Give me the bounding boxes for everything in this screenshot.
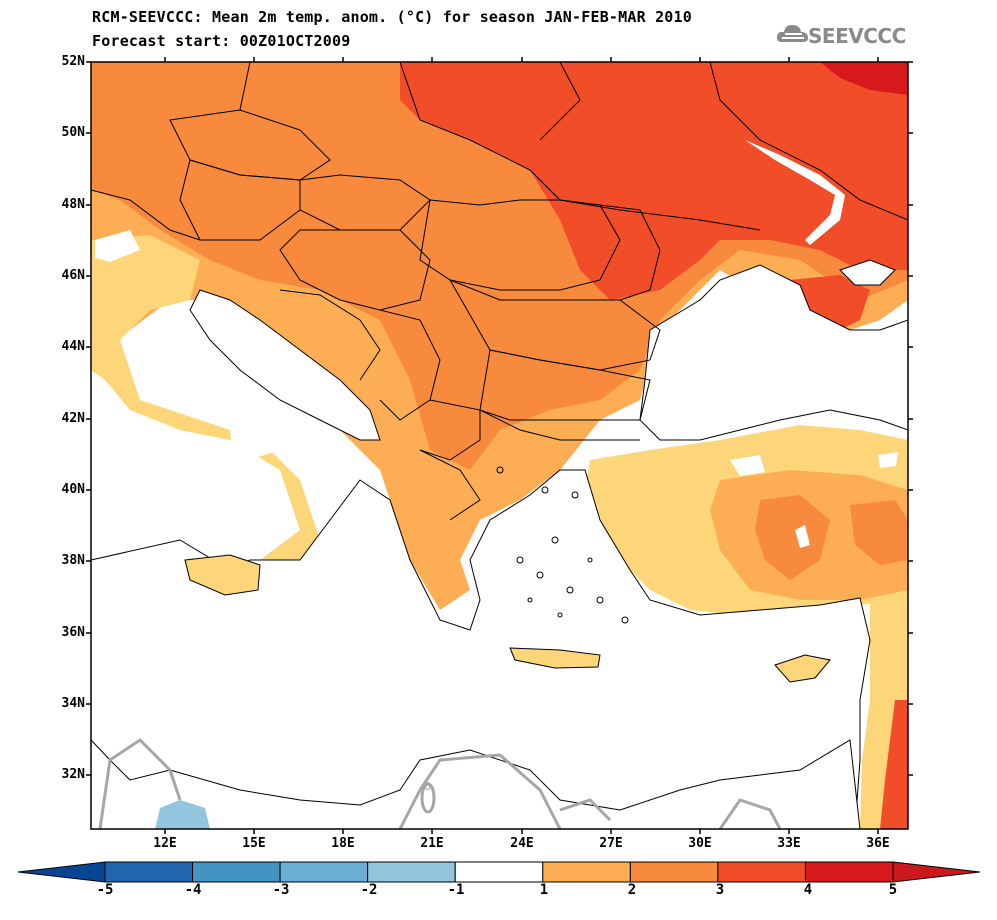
anomaly-region-4-5 [400, 62, 908, 300]
colorbar-segment [192, 861, 281, 883]
colorbar-segment [804, 861, 894, 883]
lat-label: 44N [61, 339, 85, 354]
country-borders [91, 62, 908, 521]
colorbar-segment [629, 861, 719, 883]
north-africa [91, 739, 861, 829]
forecast-start-label: Forecast start: 00Z01OCT2009 [92, 32, 351, 50]
logo-text: SEEVCCC [808, 24, 906, 48]
map-title: RCM-SEEVCCC: Mean 2m temp. anom. (°C) fo… [92, 8, 692, 26]
anomaly-white-patch [138, 368, 158, 384]
lon-label: 15E [242, 836, 266, 851]
anomaly-white-patch [230, 428, 280, 458]
anomaly-fill [91, 62, 908, 829]
colorbar-label: 3 [715, 882, 725, 898]
lat-label: 34N [61, 696, 85, 711]
lon-label: 27E [599, 836, 623, 851]
sicily [184, 554, 261, 596]
colorbar-label: -5 [96, 882, 114, 898]
colorbar-label: -3 [272, 882, 290, 898]
colorbar-segment [367, 861, 456, 883]
lat-ticks [86, 61, 913, 776]
lon-label: 21E [420, 836, 444, 851]
cloud-icon [776, 25, 808, 42]
anomaly-white-patch [185, 390, 210, 412]
adriatic-sea [189, 289, 381, 441]
colorbar-label: 1 [539, 882, 549, 898]
lat-label: 52N [61, 54, 85, 69]
colorbar-over-arrow [892, 861, 981, 883]
anomaly-region-turkey-3-4 [755, 495, 830, 580]
anomaly-white-patch [95, 230, 140, 262]
lat-label: 50N [61, 125, 85, 140]
colorbar-segment [717, 861, 806, 883]
lon-ticks [164, 57, 879, 834]
cyprus [774, 654, 831, 683]
anomaly-region-gt5 [820, 62, 908, 95]
lat-label: 42N [61, 411, 85, 426]
colorbar-label: 4 [803, 882, 813, 898]
lon-label: 18E [331, 836, 355, 851]
anomaly-white-patch [730, 455, 765, 476]
colorbar-segment [542, 861, 631, 883]
anomaly-white-patch [878, 452, 898, 468]
greek-islands [496, 466, 629, 624]
contour-label: 0 [424, 780, 431, 793]
colorbar-segment [104, 861, 194, 883]
lat-label: 48N [61, 197, 85, 212]
colorbar-label: -4 [184, 882, 202, 898]
zero-contours [98, 738, 782, 829]
crete [509, 647, 601, 669]
colorbar-label: -1 [447, 882, 465, 898]
colorbar-label: 5 [888, 882, 898, 898]
lon-label: 30E [688, 836, 712, 851]
lon-label: 36E [866, 836, 890, 851]
lat-label: 36N [61, 625, 85, 640]
lat-label: 46N [61, 268, 85, 283]
seevccc-logo: SEEVCCC [776, 20, 916, 60]
sea-of-azov [839, 259, 896, 286]
anomaly-white-patch [795, 525, 810, 548]
map-frame [90, 61, 909, 830]
africa-cool [155, 800, 210, 829]
mediterranean-sea [91, 469, 871, 829]
lat-label: 38N [61, 553, 85, 568]
colorbar-segment [279, 861, 369, 883]
colorbar [17, 861, 981, 883]
black-sea [639, 264, 908, 441]
anomaly-region-turkey-3-4b [850, 500, 908, 565]
lon-label: 12E [153, 836, 177, 851]
anomaly-region-levant-hot [880, 700, 908, 829]
anomaly-region-1-2-west [91, 235, 320, 610]
colorbar-label: -2 [360, 882, 378, 898]
lat-label: 40N [61, 482, 85, 497]
lon-label: 24E [510, 836, 534, 851]
colorbar-label: 2 [627, 882, 637, 898]
lat-label: 32N [61, 767, 85, 782]
colorbar-segment [454, 861, 544, 883]
lon-label: 33E [777, 836, 801, 851]
colorbar-under-arrow [17, 861, 106, 883]
